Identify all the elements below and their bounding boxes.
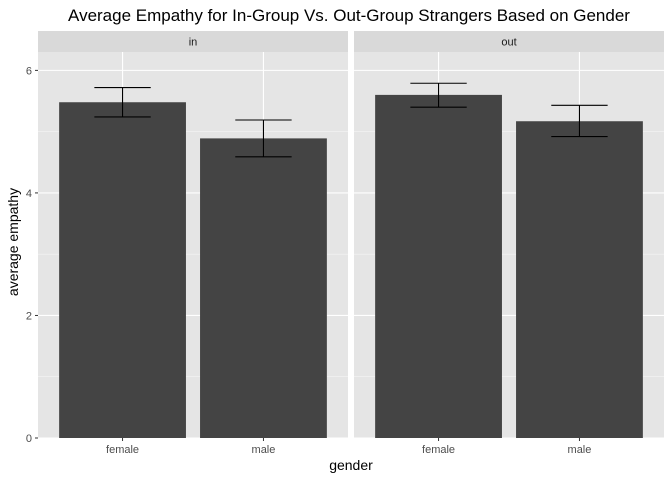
y-tick-label: 0 bbox=[26, 433, 32, 445]
error-bar-in-male bbox=[235, 119, 292, 158]
y-tick-label: 2 bbox=[26, 310, 32, 322]
y-tick-label: 6 bbox=[26, 65, 32, 77]
x-tick-label: male bbox=[252, 444, 276, 456]
facet-panel-out: out female male bbox=[354, 31, 664, 456]
x-axis-title: gender bbox=[329, 457, 373, 473]
error-bar-out-female bbox=[410, 82, 467, 108]
error-bar-out-male bbox=[551, 104, 608, 138]
y-tick-label: 4 bbox=[26, 188, 32, 200]
bar-out-male bbox=[516, 121, 643, 438]
y-axis-title: average empathy bbox=[5, 188, 21, 296]
facet-strip-out bbox=[354, 31, 664, 52]
facet-strip-label: in bbox=[189, 37, 198, 49]
x-tick-label: female bbox=[106, 444, 139, 456]
chart-title: Average Empathy for In-Group Vs. Out-Gro… bbox=[68, 6, 630, 25]
facet-panel-in: in female male 0 2 4 6 bbox=[26, 31, 348, 456]
facet-strip-label: out bbox=[501, 37, 516, 49]
bar-in-female bbox=[59, 102, 186, 438]
error-bar-in-female bbox=[94, 86, 151, 118]
facet-strip-in bbox=[38, 31, 348, 52]
x-tick-label: male bbox=[568, 444, 592, 456]
bar-out-female bbox=[375, 94, 502, 438]
facet-panels: in female male 0 2 4 6 out female male bbox=[26, 31, 664, 456]
bar-in-male bbox=[200, 138, 327, 438]
x-tick-label: female bbox=[422, 444, 455, 456]
